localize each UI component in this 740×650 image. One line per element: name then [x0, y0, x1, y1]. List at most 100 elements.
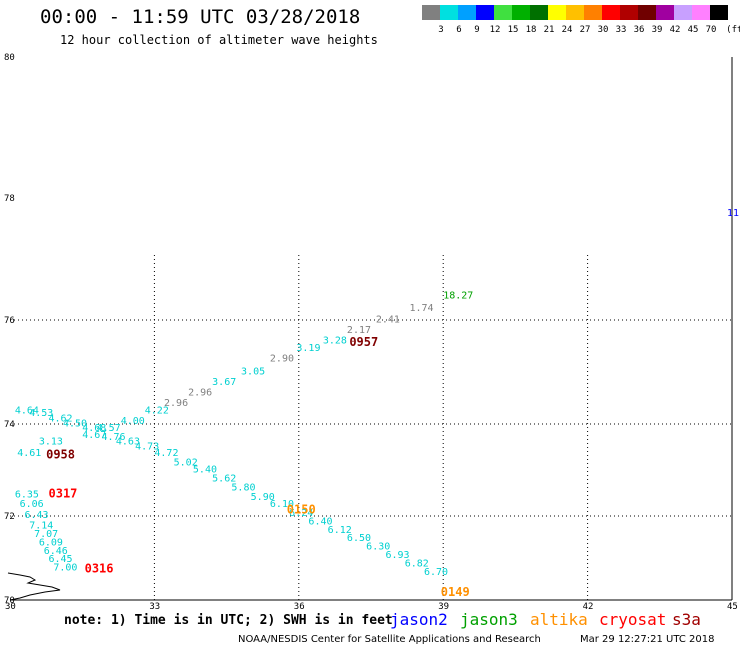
- footer-note: note: 1) Time is in UTC; 2) SWH is in fe…: [64, 613, 393, 628]
- grid-lines: [10, 255, 732, 600]
- color-swatch: [620, 5, 638, 20]
- color-swatch-label: 42: [669, 25, 681, 35]
- wave-height-value: 5.62: [212, 474, 236, 485]
- wave-height-value: 1.74: [410, 303, 434, 314]
- wave-height-value: 6.24: [289, 508, 313, 519]
- color-swatch: [458, 5, 476, 20]
- lon-tick-label: 39: [438, 602, 449, 612]
- color-unit-label: (ft): [726, 25, 740, 35]
- wave-height-value: 6.06: [20, 499, 44, 510]
- wave-height-value: 6.35: [15, 490, 39, 501]
- lon-tick-label: 45: [727, 602, 738, 612]
- color-swatch: [566, 5, 584, 20]
- pass-time-labels: 0957 0958 0317 0316 0150 0149: [46, 335, 470, 599]
- color-swatch-label: 3: [438, 25, 444, 35]
- color-swatch-label: 24: [561, 25, 573, 35]
- wave-height-value: 5.90: [251, 492, 275, 503]
- wave-height-value: 7.14: [29, 521, 53, 532]
- wave-height-value: 5.40: [193, 464, 217, 475]
- wave-height-value: 4.00: [121, 416, 145, 427]
- wave-height-value: 5.02: [174, 457, 198, 468]
- wave-height-value: 4.22: [145, 406, 169, 417]
- color-swatch: [476, 5, 494, 20]
- wave-height-value: 7.07: [34, 529, 58, 540]
- satellite-s3a: s3a: [672, 610, 701, 629]
- pass-time-label: 0150: [287, 503, 316, 517]
- map-frame: [10, 57, 733, 601]
- wave-height-value: 6.43: [24, 510, 48, 521]
- color-swatch-label: 36: [633, 25, 645, 35]
- satellite-altika: altika: [530, 610, 588, 629]
- color-swatch: [548, 5, 566, 20]
- lat-tick-label: 72: [4, 512, 15, 522]
- edge-value-label: 11: [727, 208, 739, 219]
- color-swatch-label: 39: [651, 25, 663, 35]
- color-swatch-label: 12: [489, 25, 501, 35]
- color-swatch: [512, 5, 530, 20]
- wave-height-value: 7.00: [53, 563, 77, 574]
- wave-height-value: 4.72: [154, 448, 178, 459]
- lat-tick-label: 78: [4, 194, 15, 204]
- wave-height-value: 3.28: [323, 335, 347, 346]
- wave-height-value: 4.64: [15, 406, 39, 417]
- color-swatch: [656, 5, 674, 20]
- pass-time-label: 0958: [46, 448, 75, 462]
- lat-tick-label: 80: [4, 53, 15, 63]
- satellite-jason2: jason2: [390, 610, 448, 629]
- pass-time-label: 0317: [49, 487, 78, 501]
- wave-height-value: 6.93: [385, 550, 409, 561]
- color-swatch-label: 30: [597, 25, 609, 35]
- color-swatch-label: 70: [705, 25, 717, 35]
- color-swatch-label: 33: [615, 25, 627, 35]
- wave-height-value: 6.12: [328, 525, 352, 536]
- color-swatch-label: 6: [456, 25, 462, 35]
- satellite-cryosat: cryosat: [599, 610, 667, 629]
- color-swatch: [602, 5, 620, 20]
- wave-height-value: 6.10: [270, 499, 294, 510]
- pass-time-label: 0316: [85, 562, 114, 576]
- wave-height-value: 2.41: [376, 315, 400, 326]
- wave-height-value: 18.27: [443, 291, 473, 302]
- color-swatch-label: 9: [474, 25, 480, 35]
- color-swatch: [422, 5, 440, 20]
- wave-height-value: 4.73: [135, 441, 159, 452]
- lon-tick-label: 42: [583, 602, 594, 612]
- generation-timestamp: Mar 29 12:27:21 UTC 2018: [580, 634, 715, 645]
- wave-height-value: 6.45: [49, 554, 73, 565]
- coastline: [7, 572, 61, 601]
- wave-height-value: 4.61: [17, 448, 41, 459]
- color-swatch-label: 18: [525, 25, 537, 35]
- color-swatch: [440, 5, 458, 20]
- color-swatch-label: 45: [687, 25, 699, 35]
- credit-line: NOAA/NESDIS Center for Satellite Applica…: [238, 634, 541, 645]
- map-title: 00:00 - 11:59 UTC 03/28/2018: [40, 6, 361, 28]
- color-swatch: [692, 5, 710, 20]
- color-swatch-label: 27: [579, 25, 591, 35]
- wave-height-value: 6.70: [424, 567, 448, 578]
- wave-height-value: 2.96: [188, 387, 212, 398]
- pass-time-label: 0957: [349, 335, 378, 349]
- lat-tick-label: 74: [4, 420, 15, 430]
- wave-height-value: 4.67: [82, 430, 106, 441]
- color-swatch-label: 21: [543, 25, 555, 35]
- lon-tick-label: 30: [5, 602, 16, 612]
- wave-height-value: 5.80: [231, 483, 255, 494]
- color-swatch: [584, 5, 602, 20]
- wave-height-value: 3.05: [241, 367, 265, 378]
- map-subtitle: 12 hour collection of altimeter wave hei…: [60, 33, 378, 47]
- lat-tick-label: 70: [4, 596, 15, 606]
- wave-height-value: 6.40: [308, 516, 332, 527]
- wave-height-value: 6.82: [405, 558, 429, 569]
- color-swatch-label: 15: [507, 25, 519, 35]
- wave-height-values: 18.271.742.412.173.283.192.903.053.672.9…: [15, 291, 473, 578]
- color-swatch: [710, 5, 728, 20]
- wave-height-value: 3.19: [296, 343, 320, 354]
- wave-height-value: 4.50: [63, 418, 87, 429]
- lon-tick-label: 33: [149, 602, 160, 612]
- color-swatch: [494, 5, 512, 20]
- wave-height-value: 4.53: [29, 408, 53, 419]
- wave-height-value: 3.13: [39, 437, 63, 448]
- wave-height-value: 6.09: [39, 537, 63, 548]
